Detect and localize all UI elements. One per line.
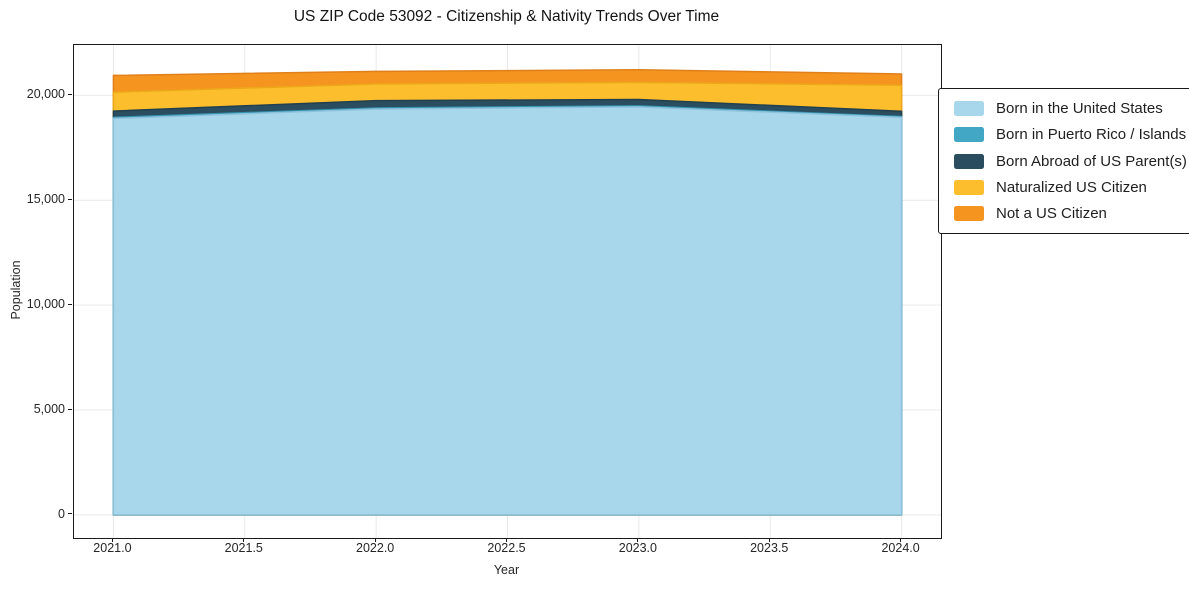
y-tick-mark — [68, 408, 72, 410]
y-tick-label: 10,000 — [26, 297, 65, 312]
x-tick-mark — [111, 538, 113, 542]
x-axis-label: Year — [493, 563, 520, 577]
x-tick-label: 2021.0 — [93, 541, 132, 555]
y-tick-mark — [68, 198, 72, 200]
x-tick-mark — [637, 538, 639, 542]
legend-swatch — [954, 206, 984, 221]
plot-area — [73, 44, 942, 539]
legend-label: Born Abroad of US Parent(s) — [996, 152, 1187, 170]
legend-item: Not a US Citizen — [954, 201, 1189, 226]
y-tick-mark — [68, 303, 72, 305]
y-tick-mark — [68, 93, 72, 95]
y-tick-label: 5,000 — [33, 402, 65, 417]
legend-swatch — [954, 153, 984, 169]
stacked-area-chart — [74, 45, 941, 538]
x-tick-label: 2024.0 — [881, 541, 920, 555]
legend-item: Born in Puerto Rico / Islands — [954, 122, 1189, 147]
chart-title: US ZIP Code 53092 - Citizenship & Nativi… — [293, 8, 720, 25]
x-tick-mark — [768, 538, 770, 542]
legend-label: Born in Puerto Rico / Islands — [996, 126, 1187, 144]
y-tick-label: 15,000 — [26, 192, 65, 207]
legend-item: Born in the United States — [954, 96, 1189, 121]
x-tick-label: 2023.5 — [750, 541, 789, 555]
legend-swatch — [954, 127, 984, 143]
legend-swatch — [954, 101, 984, 116]
x-tick-label: 2022.5 — [487, 541, 526, 555]
x-tick-mark — [900, 538, 902, 542]
x-tick-label: 2022.0 — [356, 541, 395, 555]
legend-label: Not a US Citizen — [996, 205, 1107, 222]
x-tick-mark — [374, 538, 376, 542]
legend: Born in the United States Born in Puerto … — [938, 88, 1189, 234]
legend-swatch — [954, 179, 984, 195]
area-born-in-the-united-states — [112, 106, 903, 516]
x-tick-label: 2023.0 — [618, 541, 657, 555]
legend-item: Born Abroad of US Parent(s) — [954, 149, 1189, 174]
x-tick-mark — [506, 538, 507, 542]
x-tick-mark — [243, 538, 245, 542]
legend-label: Born in the United States — [996, 100, 1163, 117]
legend-item: Naturalized US Citizen — [954, 175, 1189, 200]
x-tick-label: 2021.5 — [224, 541, 263, 555]
y-tick-mark — [68, 513, 72, 515]
y-tick-label: 20,000 — [26, 87, 65, 102]
legend-label: Naturalized US Citizen — [996, 178, 1147, 196]
y-tick-label: 0 — [58, 506, 65, 521]
